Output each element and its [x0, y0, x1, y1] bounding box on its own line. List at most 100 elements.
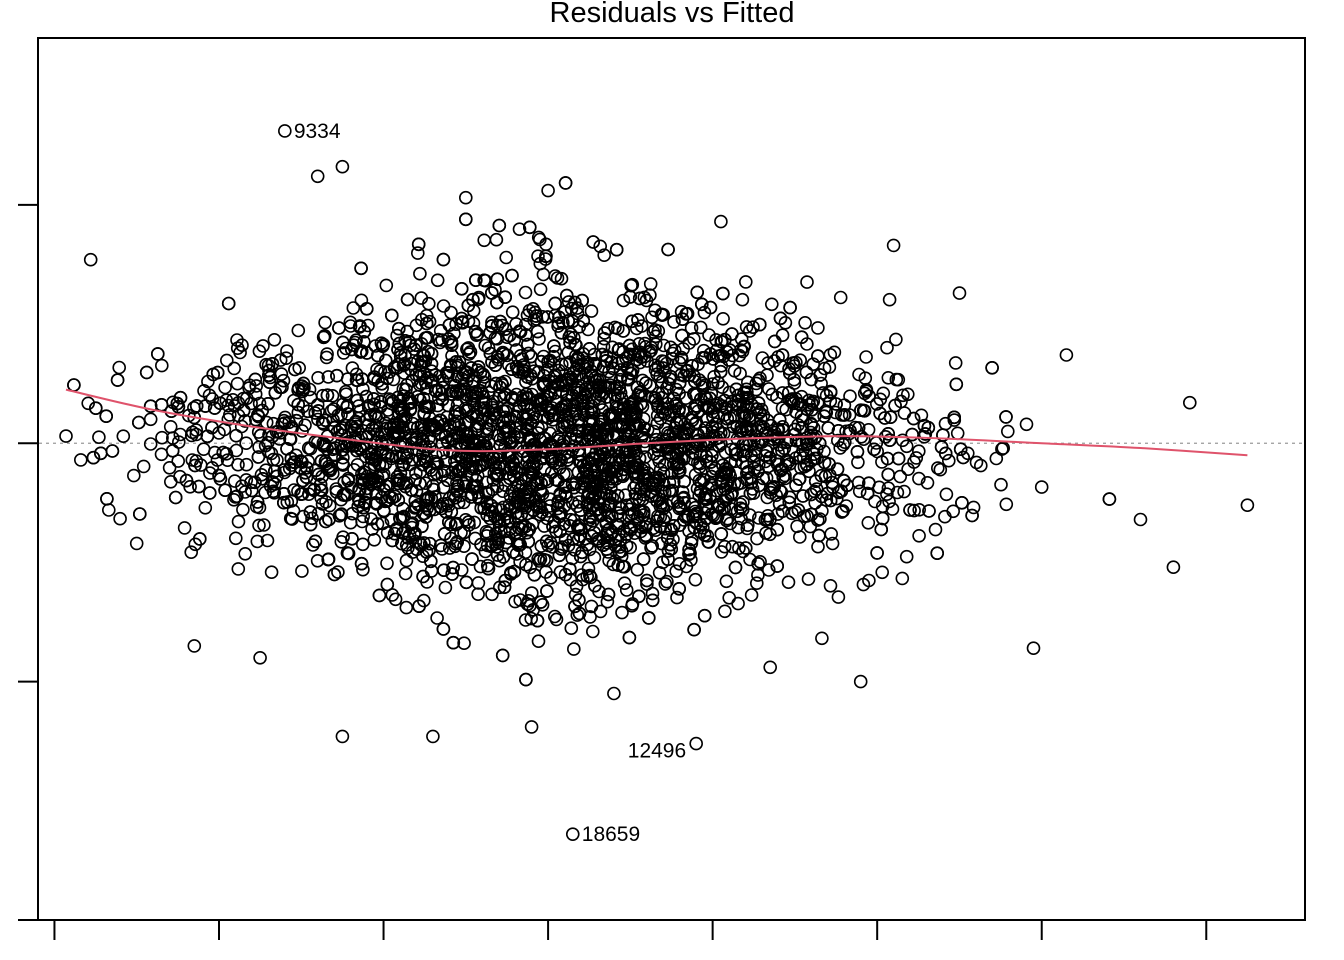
residual-point	[786, 396, 801, 411]
residual-point	[276, 495, 291, 510]
residual-point	[742, 412, 757, 427]
residual-point	[565, 477, 580, 492]
residual-point	[102, 503, 116, 517]
residual-point	[483, 346, 498, 361]
residual-point	[530, 324, 545, 339]
residual-point	[772, 497, 787, 511]
residual-point	[610, 488, 625, 503]
residual-point	[368, 473, 383, 488]
residual-point	[773, 311, 788, 326]
residual-point	[1183, 395, 1197, 410]
residual-point	[1102, 492, 1117, 506]
residual-point	[425, 373, 440, 388]
residual-point	[193, 532, 207, 546]
residual-point	[291, 405, 306, 420]
residual-point	[446, 560, 460, 575]
residual-point	[325, 388, 340, 403]
residual-point	[143, 412, 158, 427]
residual-point	[800, 275, 814, 289]
residual-point	[645, 586, 660, 601]
residual-point	[493, 314, 508, 329]
residual-point	[702, 402, 716, 416]
residual-point	[701, 535, 716, 549]
residual-point	[422, 314, 437, 329]
residual-point	[345, 531, 359, 546]
residual-point	[750, 402, 764, 416]
residual-point	[716, 311, 730, 326]
residual-point	[567, 398, 582, 413]
residual-point	[354, 556, 369, 571]
residual-point	[444, 504, 459, 519]
residual-point	[699, 511, 714, 526]
residual-point	[433, 538, 448, 553]
residual-point	[582, 341, 597, 356]
residual-point	[408, 494, 423, 508]
residual-point	[709, 333, 723, 347]
residual-point	[813, 512, 827, 526]
residual-point	[531, 634, 546, 649]
residual-point	[827, 345, 842, 360]
residual-point	[492, 218, 507, 233]
residual-point	[880, 340, 894, 355]
residual-point	[327, 567, 342, 582]
residual-point	[416, 569, 430, 584]
residual-point	[554, 506, 568, 521]
residual-point	[347, 423, 362, 438]
residual-point	[833, 441, 848, 455]
residual-point	[930, 461, 945, 475]
residual-point	[391, 321, 406, 336]
residual-point	[239, 457, 254, 472]
residual-point	[747, 461, 762, 476]
residual-point	[775, 504, 790, 519]
residual-point	[477, 273, 492, 288]
residual-point	[116, 429, 131, 444]
residual-point	[881, 481, 896, 496]
residual-point	[852, 484, 867, 499]
residual-point	[378, 427, 392, 442]
residual-point	[900, 387, 915, 402]
residual-point	[493, 380, 507, 395]
residual-point	[804, 396, 819, 411]
residual-point	[548, 456, 562, 471]
residual-point	[361, 418, 376, 433]
residual-point	[941, 453, 956, 468]
residual-point	[520, 597, 535, 612]
residual-point	[132, 415, 146, 430]
residual-point	[677, 513, 691, 527]
residual-point	[400, 324, 415, 339]
residual-point	[503, 502, 517, 516]
residual-point	[735, 456, 750, 470]
residual-point	[427, 418, 442, 433]
residual-point	[621, 509, 636, 523]
residual-point	[680, 363, 695, 378]
residual-point	[1034, 480, 1049, 494]
residual-point	[695, 376, 710, 391]
residual-point	[315, 388, 330, 403]
residual-point	[468, 273, 483, 288]
residual-point	[318, 454, 333, 469]
residual-point	[877, 411, 892, 425]
residual-point	[632, 291, 647, 306]
residual-point	[105, 444, 120, 458]
residual-point	[371, 410, 386, 424]
residual-point	[334, 507, 349, 522]
residual-point	[714, 545, 729, 559]
residual-point	[881, 467, 896, 482]
residual-point	[547, 609, 562, 624]
residual-point	[332, 321, 346, 335]
residual-point	[113, 511, 127, 526]
residual-point	[911, 444, 926, 459]
residual-point	[495, 648, 510, 663]
residual-point	[143, 399, 158, 414]
residual-point	[741, 390, 755, 405]
residual-point	[731, 388, 746, 403]
residual-point	[950, 426, 965, 441]
residual-point	[790, 519, 804, 534]
residual-point	[752, 478, 766, 493]
residual-point	[322, 512, 336, 527]
residual-point	[575, 572, 590, 587]
x-axis	[53, 920, 1208, 940]
residual-point	[322, 498, 337, 513]
residual-point	[556, 378, 571, 393]
residual-point	[584, 304, 599, 318]
